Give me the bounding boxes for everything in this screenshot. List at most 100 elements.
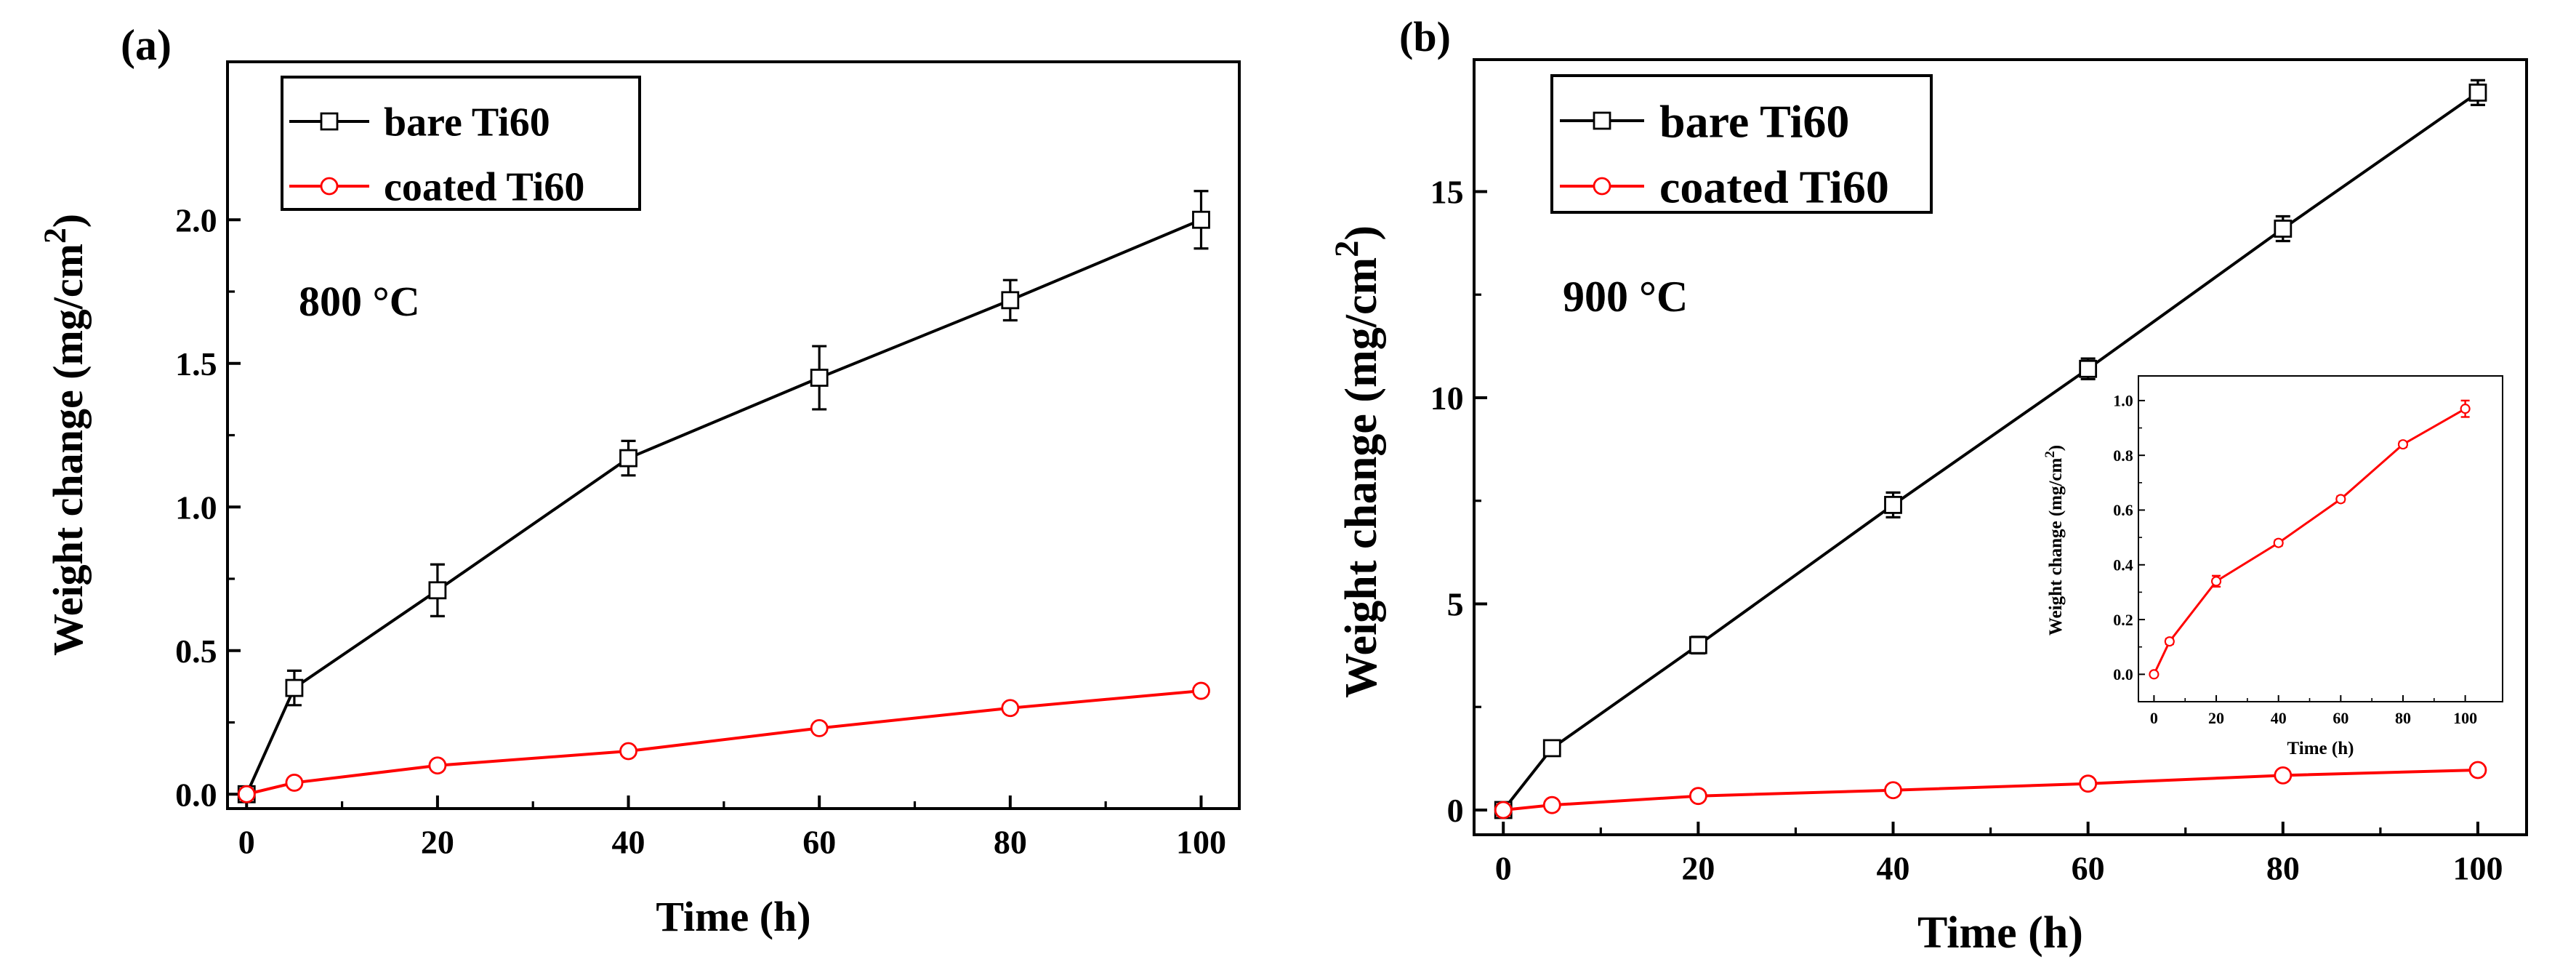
panel-b-data-point-circle — [1884, 781, 1902, 800]
panel-b-x-tick-label: 100 — [2452, 850, 2503, 887]
panel-b-legend-swatch-marker — [1593, 111, 1611, 130]
panel-b-x-tick-label: 20 — [1681, 850, 1715, 887]
inset-y-axis-label-main: Weight change (mg/cm — [2046, 457, 2066, 636]
panel-a-series-line — [246, 689, 1202, 796]
panel-b-label: (b) — [1399, 13, 1451, 60]
panel-b-x-tick-label: 40 — [1877, 850, 1910, 887]
panel-a-data-point-circle — [237, 785, 256, 803]
panel-a-legend-entry: bare Ti60 — [289, 100, 550, 145]
inset-y-tick-label: 0.4 — [2113, 556, 2133, 574]
inset-x-tick-label: 20 — [2208, 709, 2224, 727]
inset-x-tick-label: 60 — [2333, 709, 2348, 727]
panel-a-x-tick-label: 60 — [802, 824, 836, 861]
inset-panel: 0 20 40 60 80 100 0.0 0.2 0.4 0.6 0.8 1.0 Time (h) We… — [2042, 375, 2503, 758]
panel-a-y-tick-label: 2.0 — [175, 201, 217, 239]
panel-b-legend-swatch-marker — [1593, 177, 1611, 196]
panel-a-legend: bare Ti60 coated Ti60 — [281, 76, 641, 211]
panel-b-data-point-circle — [2079, 774, 2098, 793]
panel-a-legend-label: bare Ti60 — [384, 100, 550, 145]
panel-b-y-axis-label-close: ) — [1337, 225, 1386, 241]
panel-a-y-tick-label: 1.0 — [175, 489, 217, 526]
inset-series-coated — [2149, 399, 2471, 680]
panel-b-y-axis-label-main: Weight change (mg/cm — [1337, 257, 1386, 698]
panel-a-data-point-square — [810, 369, 829, 387]
panel-b-x-tick-label: 0 — [1495, 850, 1512, 887]
panel-a-x-tick-label: 40 — [612, 824, 645, 861]
panel-b-x-tick-label: 80 — [2266, 850, 2300, 887]
panel-a-y-tick-label: 0.0 — [175, 776, 217, 813]
inset-x-tick-label: 0 — [2150, 709, 2158, 727]
panel-a-panel: 0 20 40 60 80 100 0.0 0.5 1.0 1.5 2.0 Time (h) Weigh… — [38, 21, 1241, 940]
panel-b-data-point-circle — [1494, 801, 1513, 819]
panel-b-legend-label: bare Ti60 — [1659, 95, 1849, 147]
inset-plot-frame — [2138, 375, 2503, 702]
panel-a-data-point-square — [1192, 210, 1210, 229]
panel-b-data-point-square — [2468, 83, 2487, 102]
panel-a-data-point-square — [428, 581, 447, 600]
panel-a-x-tick-label: 100 — [1176, 824, 1226, 861]
panel-b-data-point-square — [2079, 359, 2098, 378]
panel-a-series-coated — [237, 681, 1210, 803]
panel-b-data-point-circle — [1542, 795, 1561, 814]
panel-b-y-axis-label-sup: 2 — [1329, 241, 1366, 257]
panel-a-data-point-square — [1001, 291, 1020, 310]
panel-a-data-point-circle — [810, 719, 829, 737]
inset-y-axis-label-sup: 2 — [2042, 451, 2058, 457]
inset-y-axis-label: Weight change (mg/cm2) — [2042, 445, 2066, 636]
panel-b-data-point-square — [1542, 739, 1561, 758]
panel-a-legend-swatch-marker — [320, 177, 339, 196]
panel-a-data-point-circle — [1001, 699, 1020, 718]
panel-a-legend-label: coated Ti60 — [384, 165, 584, 210]
panel-a-label: (a) — [121, 21, 172, 69]
panel-a-legend-entry: coated Ti60 — [289, 165, 584, 210]
panel-a-x-tick-label: 0 — [238, 824, 255, 861]
panel-b-y-axis-label: Weight change (mg/cm2) — [1329, 225, 1386, 698]
panel-a-data-point-square — [619, 449, 637, 468]
panel-a-x-tick-label: 80 — [994, 824, 1027, 861]
inset-x-axis-label: Time (h) — [2287, 739, 2354, 758]
panel-b-plot-frame — [1473, 58, 2528, 836]
inset-data-point-circle — [2460, 404, 2471, 414]
inset-x-tick-label: 80 — [2395, 709, 2411, 727]
panel-b-data-point-circle — [2468, 761, 2487, 779]
panel-b-x-axis-label: Time (h) — [1917, 908, 2083, 958]
panel-a-legend-swatch-marker — [320, 112, 339, 131]
panel-a-y-axis-label-main: Weight change (mg/cm — [44, 244, 92, 656]
panel-a-y-axis-label-sup: 2 — [38, 228, 73, 244]
panel-b-y-tick-label: 15 — [1430, 174, 1464, 211]
panel-a-legend-box — [281, 76, 641, 211]
panel-b-y-tick-label: 5 — [1447, 586, 1464, 623]
panel-a-y-tick-label: 0.5 — [175, 633, 217, 670]
panel-b-legend: bare Ti60 coated Ti60 — [1550, 74, 1933, 214]
panel-b-series-coated — [1494, 761, 2487, 819]
panel-a-data-point-circle — [428, 756, 447, 775]
panel-b-x-tick-label: 60 — [2072, 850, 2105, 887]
panel-b-series-line — [1503, 768, 2479, 811]
inset-data-point-circle — [2149, 669, 2160, 680]
panel-a-temperature-annotation: 800 °C — [299, 278, 420, 325]
panel-a-y-axis-label: Weight change (mg/cm2) — [38, 214, 92, 656]
panel-b-data-point-square — [1689, 636, 1707, 654]
inset-y-tick-label: 0.6 — [2113, 501, 2133, 519]
inset-data-point-circle — [2211, 576, 2222, 587]
panel-b-y-tick-label: 10 — [1430, 380, 1464, 417]
panel-b-legend-box — [1550, 74, 1933, 214]
panel-b-data-point-circle — [1689, 787, 1707, 806]
panel-b-data-point-square — [1884, 495, 1902, 514]
inset-data-point-circle — [2335, 494, 2346, 505]
panel-b-y-tick-label: 0 — [1447, 792, 1464, 829]
inset-data-point-circle — [2164, 636, 2175, 647]
panel-a-x-tick-label: 20 — [421, 824, 454, 861]
panel-b-data-point-circle — [2274, 766, 2293, 785]
panel-b-legend-label: coated Ti60 — [1659, 161, 1889, 212]
panel-a-data-point-circle — [619, 742, 637, 761]
inset-data-point-circle — [2273, 537, 2284, 548]
inset-y-tick-label: 0.8 — [2113, 446, 2133, 465]
inset-x-tick-label: 100 — [2453, 709, 2477, 727]
panel-b-data-point-square — [2274, 220, 2293, 238]
inset-y-tick-label: 0.0 — [2113, 665, 2133, 684]
panel-a-y-axis-label-close: ) — [44, 214, 92, 228]
panel-b-legend-entry: coated Ti60 — [1560, 161, 1889, 212]
